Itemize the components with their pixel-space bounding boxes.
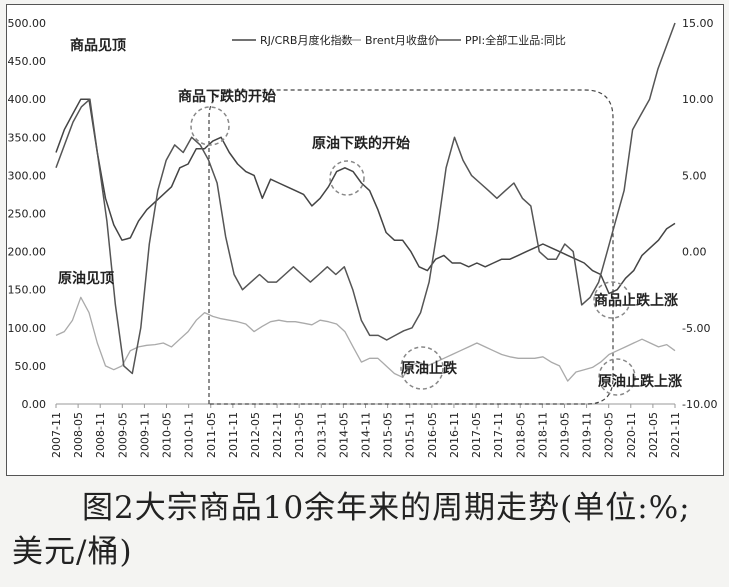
annotation-label: 商品见顶 — [70, 37, 126, 54]
legend-entry: RJ/CRB月度化指数 — [260, 33, 352, 47]
x-tick-label: 2021-05 — [647, 412, 660, 458]
annotation-label: 原油止跌 — [401, 360, 458, 377]
annotation-label: 原油见顶 — [58, 270, 114, 287]
x-tick-label: 2013-11 — [315, 412, 328, 458]
x-tick-label: 2017-11 — [492, 412, 505, 458]
x-tick-label: 2009-11 — [138, 412, 151, 458]
highlight-circle — [400, 346, 444, 390]
legend-entry: Brent月收盘价 — [365, 33, 439, 47]
highlight-circle — [593, 281, 631, 319]
y-left-tick-label: 100.00 — [8, 322, 47, 335]
x-tick-label: 2008-05 — [72, 412, 85, 458]
annotation-label: 商品下跌的开始 — [178, 88, 276, 105]
x-tick-label: 2011-11 — [227, 412, 240, 458]
cycle-trend-chart: 0.00 50.00 100.00 150.00 200.00 250.00 300.00 3… — [8, 17, 718, 458]
x-tick-label: 2018-05 — [514, 412, 527, 458]
y-right-tick-label: 5.00 — [682, 169, 707, 182]
x-tick-label: 2017-05 — [470, 412, 483, 458]
annotation-label: 商品止跌上涨 — [594, 292, 678, 309]
figure-caption-text: 图2大宗商品10余年来的周期走势(单位:%;美元/桶) — [12, 490, 691, 570]
annotation-label: 原油止跌上涨 — [598, 373, 682, 390]
y-right-tick-label: -10.00 — [682, 398, 717, 411]
x-tick-label: 2014-11 — [360, 412, 373, 458]
y-left-tick-label: 450.00 — [8, 55, 47, 68]
x-tick-label: 2014-05 — [337, 412, 350, 458]
series-line — [55, 22, 676, 375]
y-left-tick-label: 300.00 — [8, 169, 47, 182]
x-tick-label: 2008-11 — [94, 412, 107, 458]
x-tick-label: 2021-11 — [669, 412, 682, 458]
x-tick-label: 2010-11 — [183, 412, 196, 458]
x-tick-label: 2010-05 — [161, 412, 174, 458]
x-tick-label: 2018-11 — [536, 412, 549, 458]
y-left-tick-label: 400.00 — [8, 93, 47, 106]
x-tick-label: 2019-05 — [558, 412, 571, 458]
y-right-tick-label: 0.00 — [682, 246, 707, 259]
x-tick-label: 2020-05 — [603, 412, 616, 458]
series-line — [55, 98, 676, 295]
series-line — [55, 296, 676, 382]
y-left-tick-label: 150.00 — [8, 284, 47, 297]
legend-entry: PPI:全部工业品:同比 — [465, 33, 566, 47]
y-left-tick-label: 0.00 — [22, 398, 47, 411]
x-tick-label: 2013-05 — [293, 412, 306, 458]
y-left-tick-label: 350.00 — [8, 131, 47, 144]
highlight-circle — [598, 358, 636, 396]
highlight-region-dashed-box — [208, 89, 614, 405]
x-tick-label: 2012-11 — [271, 412, 284, 458]
figure-caption: 图2大宗商品10余年来的周期走势(单位:%;美元/桶) — [12, 486, 722, 574]
y-right-tick-label: -5.00 — [682, 322, 710, 335]
x-tick-label: 2019-11 — [581, 412, 594, 458]
x-tick-label: 2020-11 — [625, 412, 638, 458]
x-tick-label: 2009-05 — [116, 412, 129, 458]
y-left-tick-label: 50.00 — [15, 360, 47, 373]
y-left-tick-label: 500.00 — [8, 17, 47, 30]
y-left-tick-label: 200.00 — [8, 246, 47, 259]
highlight-circle — [329, 160, 365, 196]
x-tick-label: 2015-11 — [404, 412, 417, 458]
highlight-circle — [190, 106, 230, 146]
x-tick-label: 2012-05 — [249, 412, 262, 458]
y-left-tick-label: 250.00 — [8, 208, 47, 221]
x-tick-label: 2016-11 — [448, 412, 461, 458]
x-tick-label: 2015-05 — [382, 412, 395, 458]
annotation-label: 原油下跌的开始 — [312, 135, 410, 152]
x-tick-label: 2011-05 — [205, 412, 218, 458]
y-right-tick-label: 15.00 — [682, 17, 714, 30]
x-tick-label: 2016-05 — [426, 412, 439, 458]
x-tick-label: 2007-11 — [50, 412, 63, 458]
y-right-tick-label: 10.00 — [682, 93, 714, 106]
chart-frame — [6, 4, 724, 476]
